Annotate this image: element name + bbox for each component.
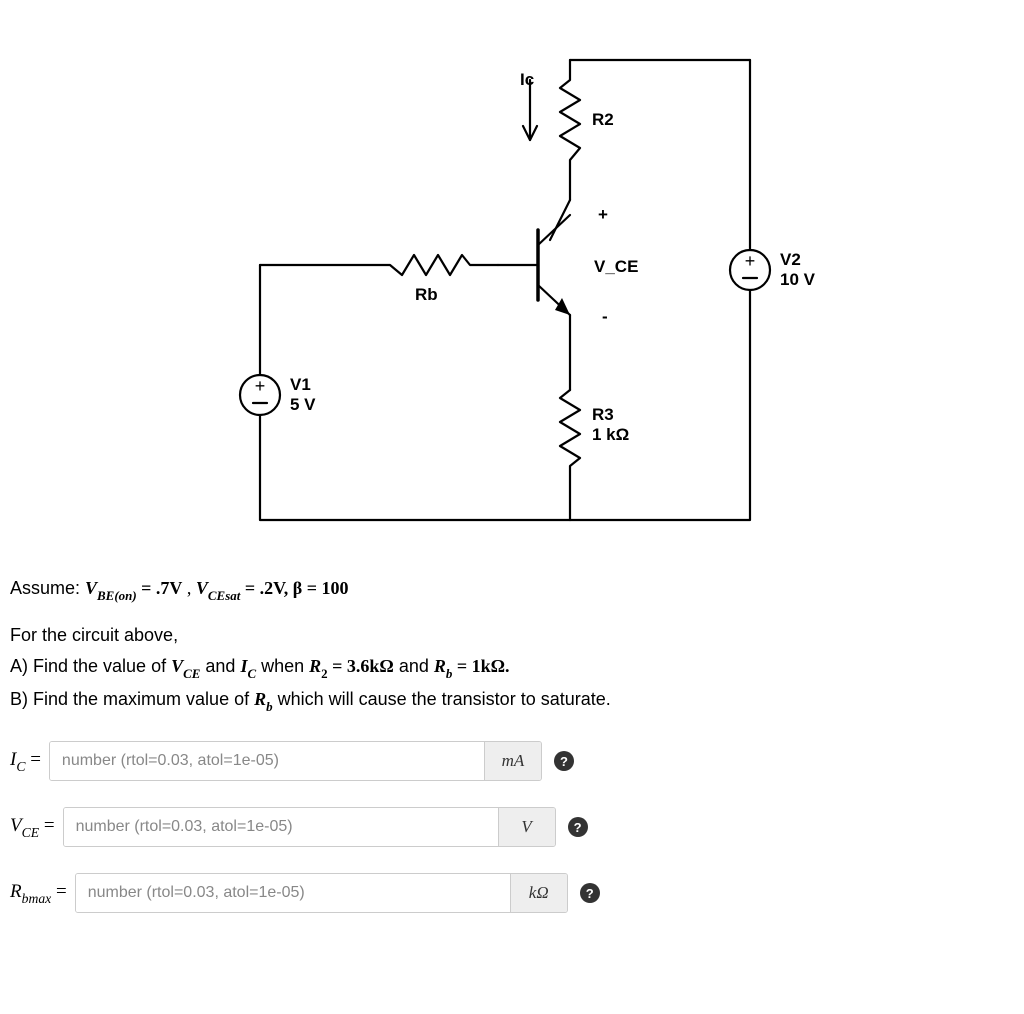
vce-input[interactable] xyxy=(64,808,498,846)
vce-unit: V xyxy=(498,808,555,846)
v2-name-label: V2 xyxy=(780,250,801,269)
ic-answer-label: IC = xyxy=(10,749,41,774)
vce-answer-label: VCE = xyxy=(10,815,55,840)
svg-text:+: + xyxy=(745,251,756,271)
vce-label: V_CE xyxy=(594,257,638,276)
vce-answer-row: VCE = V ? xyxy=(10,807,1014,847)
svg-text:+: + xyxy=(255,376,266,396)
ic-input-group: mA xyxy=(49,741,542,781)
ic-label: Ic xyxy=(520,70,534,89)
rbmax-unit: kΩ xyxy=(510,874,567,912)
rb-label: Rb xyxy=(415,285,438,304)
ic-answer-row: IC = mA ? xyxy=(10,741,1014,781)
v1-val-label: 5 V xyxy=(290,395,316,414)
help-icon[interactable]: ? xyxy=(554,751,574,771)
ic-input[interactable] xyxy=(50,742,484,780)
circuit-svg: + V2 10 V R2 Ic + V_CE - R3 xyxy=(190,20,830,540)
v1-name-label: V1 xyxy=(290,375,311,394)
rbmax-answer-label: Rbmax = xyxy=(10,881,67,906)
r2-label: R2 xyxy=(592,110,614,129)
rbmax-input[interactable] xyxy=(76,874,510,912)
help-icon[interactable]: ? xyxy=(580,883,600,903)
part-a-line: A) Find the value of VCE and IC when R2 … xyxy=(10,653,1014,682)
circuit-diagram: + V2 10 V R2 Ic + V_CE - R3 xyxy=(190,20,830,545)
ic-unit: mA xyxy=(484,742,541,780)
problem-text: Assume: VBE(on) = .7V , VCEsat = .2V, β … xyxy=(10,575,1014,715)
r3-name-label: R3 xyxy=(592,405,614,424)
vce-plus: + xyxy=(598,205,608,224)
help-icon[interactable]: ? xyxy=(568,817,588,837)
intro-line: For the circuit above, xyxy=(10,622,1014,649)
rbmax-answer-row: Rbmax = kΩ ? xyxy=(10,873,1014,913)
part-b-line: B) Find the maximum value of Rb which wi… xyxy=(10,686,1014,715)
vce-input-group: V xyxy=(63,807,556,847)
assume-line: Assume: VBE(on) = .7V , VCEsat = .2V, β … xyxy=(10,575,1014,604)
v2-val-label: 10 V xyxy=(780,270,816,289)
vce-minus: - xyxy=(602,307,608,326)
r3-val-label: 1 kΩ xyxy=(592,425,629,444)
rbmax-input-group: kΩ xyxy=(75,873,568,913)
